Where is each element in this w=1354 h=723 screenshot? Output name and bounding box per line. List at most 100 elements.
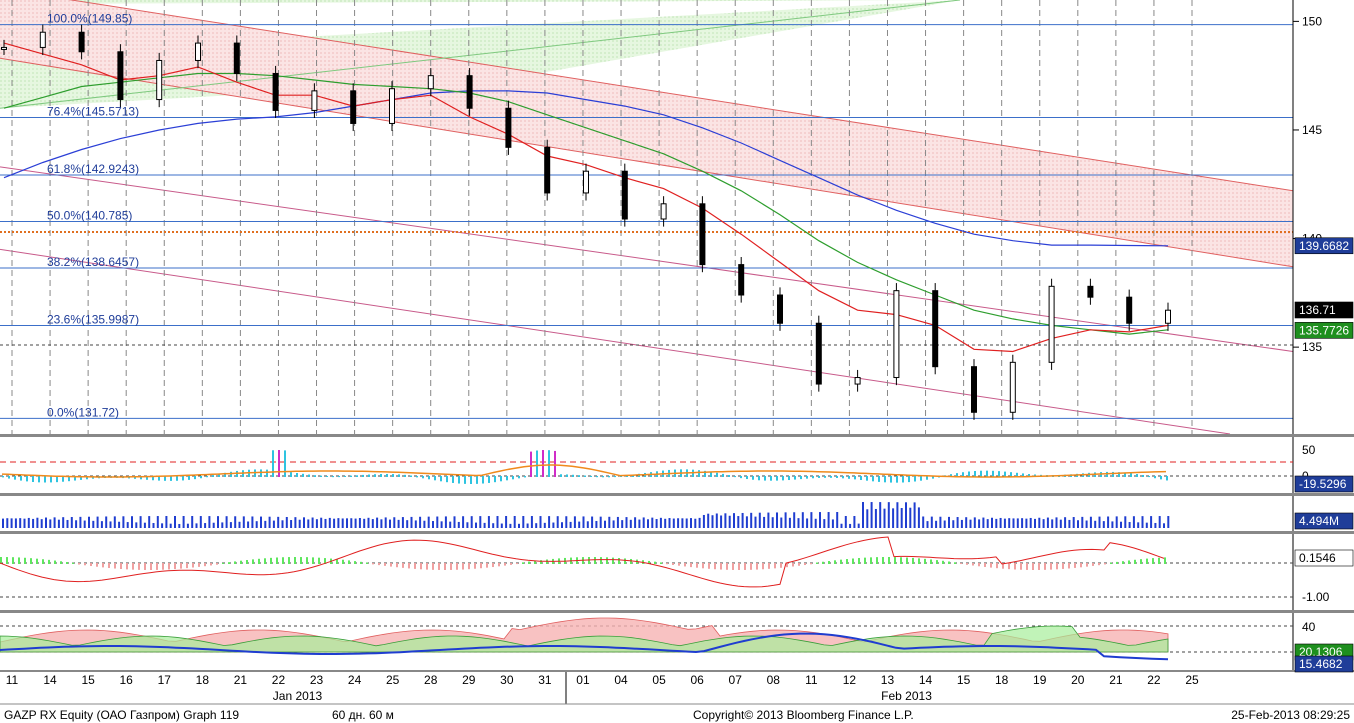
- oscillator-bar: [578, 475, 580, 477]
- volume-bar: [513, 516, 516, 528]
- date-tick-label: 21: [1109, 673, 1123, 687]
- oscillator-bar: [440, 476, 442, 482]
- volume-bar: [10, 518, 13, 528]
- volume-bar: [419, 516, 422, 528]
- volume-bar: [62, 517, 65, 528]
- volume-bar: [1012, 518, 1015, 528]
- macd-histogram-bar: [348, 560, 350, 564]
- macd-histogram-bar: [942, 560, 944, 564]
- volume-bar: [148, 516, 151, 528]
- macd-histogram-bar: [1008, 563, 1010, 570]
- volume-bar: [1111, 521, 1114, 528]
- oscillator-bar: [1148, 476, 1150, 478]
- value-tag-text: 139.6682: [1299, 239, 1349, 253]
- macd-histogram-bar: [36, 558, 38, 564]
- volume-bar: [1072, 517, 1075, 528]
- oscillator-bar: [566, 474, 568, 477]
- macd-histogram-bar: [138, 563, 140, 570]
- red-channel-fill: [0, 0, 1293, 267]
- macd-histogram-bar: [1110, 562, 1112, 564]
- price-tick-label: 145: [1302, 123, 1322, 137]
- volume-bar: [264, 520, 267, 528]
- oscillator-bar: [470, 476, 472, 484]
- volume-bar: [612, 520, 615, 528]
- oscillator-bar: [1010, 472, 1012, 477]
- macd-histogram-bar: [1026, 563, 1028, 570]
- fibonacci-label: 0.0%(131.72): [47, 405, 119, 419]
- macd-histogram-bar: [276, 557, 278, 564]
- macd-histogram-bar: [60, 561, 62, 564]
- macd-histogram-bar: [402, 563, 404, 568]
- volume-bar: [165, 516, 168, 528]
- macd-histogram-bar: [1038, 563, 1040, 570]
- volume-bar: [303, 517, 305, 528]
- oscillator-bar: [182, 476, 184, 481]
- macd-histogram-bar: [528, 561, 530, 564]
- volume-bar: [952, 520, 955, 528]
- volume-bar: [221, 522, 224, 528]
- volume-bar: [242, 516, 245, 528]
- macd-histogram-bar: [762, 563, 764, 570]
- oscillator-bar: [446, 476, 448, 483]
- price-bar-body: [1009, 361, 1016, 413]
- indicator-tick-label: -1.00: [1302, 590, 1330, 604]
- volume-bar: [212, 522, 215, 528]
- macd-histogram-bar: [1098, 563, 1100, 566]
- macd-histogram-bar: [978, 563, 980, 567]
- oscillator-bar: [176, 476, 178, 481]
- panel-separator: [0, 434, 1354, 437]
- price-bar-body: [389, 88, 395, 124]
- macd-histogram-bar: [1032, 563, 1034, 570]
- oscillator-bar: [596, 476, 598, 478]
- macd-histogram-bar: [252, 559, 254, 564]
- macd-histogram-bar: [696, 563, 698, 568]
- oscillator-bar: [488, 476, 490, 483]
- oscillator-bar: [1136, 474, 1138, 477]
- volume-bar: [539, 516, 542, 528]
- volume-bar: [767, 512, 770, 528]
- oscillator-bar: [698, 470, 700, 477]
- footer-left: GAZP RX Equity (ОАО Газпром) Graph 119: [4, 708, 239, 722]
- volume-bar: [892, 508, 895, 528]
- volume-bar: [376, 517, 379, 528]
- magenta-channel-bottom: [0, 248, 1231, 434]
- oscillator-bar: [806, 476, 808, 479]
- oscillator-bar: [860, 476, 862, 481]
- volume-bar: [922, 516, 925, 528]
- oscillator-bar: [782, 476, 784, 481]
- volume-bar: [268, 516, 271, 528]
- volume-bar: [174, 516, 176, 528]
- volume-bar: [496, 516, 499, 528]
- macd-histogram-bar: [258, 558, 260, 564]
- price-bar-body: [1087, 285, 1094, 298]
- macd-histogram-bar: [750, 563, 752, 570]
- volume-bar: [169, 523, 172, 528]
- oscillator-bar: [812, 476, 814, 479]
- volume-bar: [36, 517, 39, 528]
- macd-histogram-bar: [366, 562, 368, 564]
- volume-bar: [526, 523, 529, 528]
- volume-bar: [586, 521, 589, 528]
- oscillator-bar: [770, 476, 772, 481]
- volume-bar: [565, 516, 568, 528]
- oscillator-bar: [284, 450, 286, 477]
- volume-bar: [1137, 522, 1140, 528]
- macd-histogram-bar: [204, 563, 206, 567]
- volume-bar: [92, 520, 95, 528]
- macd-histogram-bar: [906, 557, 908, 564]
- value-tag-text: 136.71: [1299, 303, 1336, 317]
- macd-histogram-bar: [0, 557, 2, 564]
- volume-bar: [827, 512, 830, 528]
- oscillator-bar: [194, 476, 196, 480]
- volume-bar: [371, 519, 374, 528]
- macd-histogram-bar: [156, 563, 158, 570]
- macd-histogram-bar: [972, 563, 974, 566]
- oscillator-bar: [932, 476, 934, 479]
- volume-bar: [1021, 518, 1024, 528]
- oscillator-bar: [836, 476, 838, 478]
- macd-histogram-bar: [414, 563, 416, 569]
- value-tag-text: 20.1306: [1299, 645, 1343, 659]
- oscillator-bar: [26, 476, 28, 482]
- oscillator-bar: [380, 474, 382, 477]
